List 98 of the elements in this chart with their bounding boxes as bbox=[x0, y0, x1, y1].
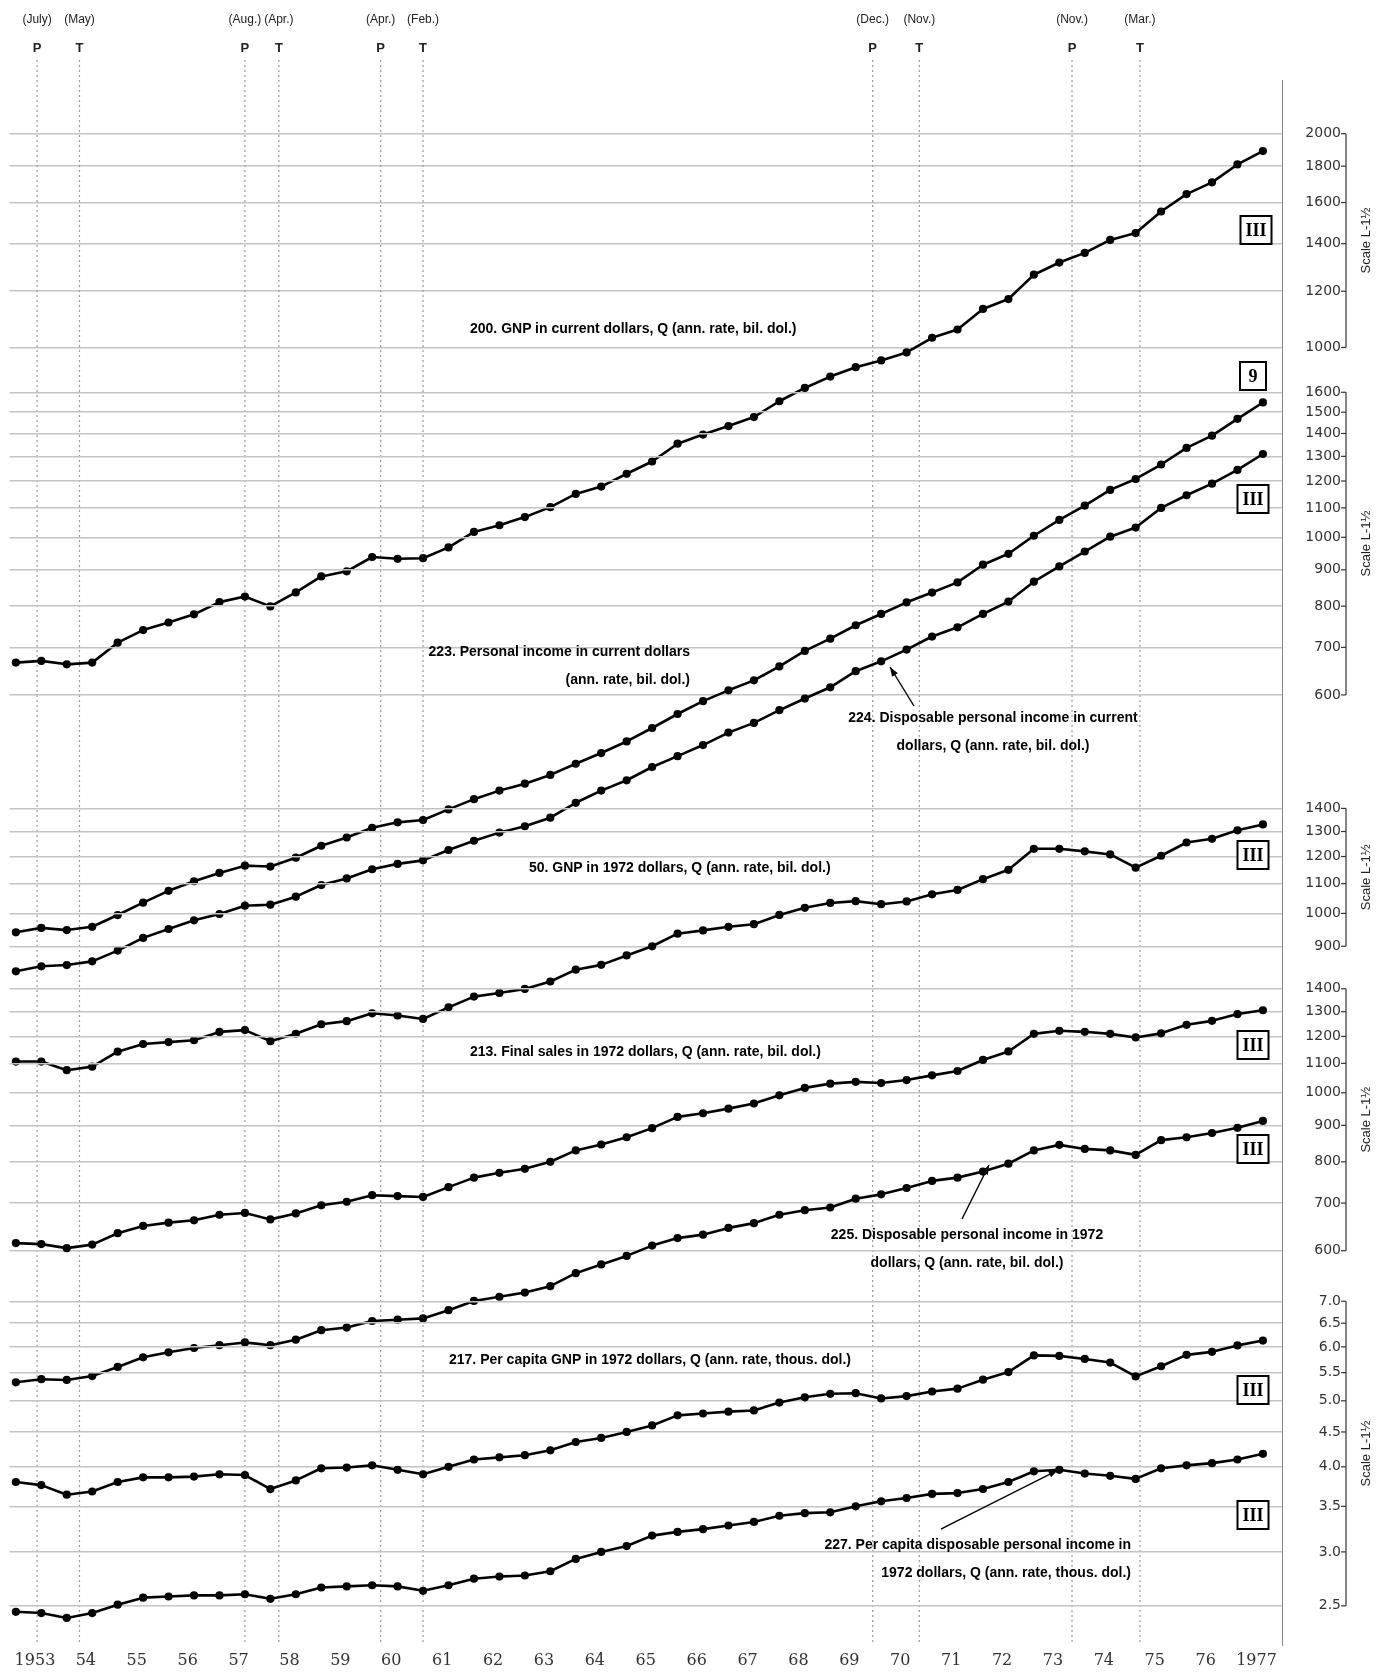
x-tick-label: 66 bbox=[686, 1649, 707, 1669]
x-tick-label: 69 bbox=[839, 1649, 860, 1669]
x-tick-label: 60 bbox=[381, 1649, 402, 1669]
y-tick-label: 1000 bbox=[1305, 527, 1341, 544]
annotation: III bbox=[1242, 488, 1264, 509]
ref-line-label: (Apr.) P bbox=[365, 12, 396, 55]
x-tick-label: 63 bbox=[533, 1649, 555, 1669]
y-axis-title: Scale L-1½ bbox=[1357, 1420, 1373, 1487]
y-tick-label: 1300 bbox=[1305, 822, 1341, 839]
ref-line-label: (Mar.) T bbox=[1124, 12, 1156, 55]
x-tick-label: 58 bbox=[279, 1649, 300, 1669]
y-tick-label: 3.0 bbox=[1318, 1542, 1341, 1559]
y-tick-label: 1000 bbox=[1305, 904, 1341, 921]
x-tick-label: 72 bbox=[991, 1649, 1013, 1669]
y-tick-label: 1600 bbox=[1305, 193, 1341, 210]
y-axis-title: Scale L-1½ bbox=[1357, 510, 1373, 577]
annotation: III bbox=[1242, 1504, 1264, 1525]
y-tick-label: 4.0 bbox=[1318, 1457, 1341, 1474]
x-tick-label: 59 bbox=[330, 1649, 351, 1669]
y-axis-title: Scale L-1½ bbox=[1357, 207, 1373, 274]
x-tick-label: 56 bbox=[177, 1649, 198, 1669]
y-tick-label: 900 bbox=[1314, 936, 1341, 953]
y-tick-label: 900 bbox=[1314, 560, 1341, 577]
y-tick-label: 1100 bbox=[1305, 1053, 1341, 1070]
x-tick-label: 64 bbox=[584, 1649, 606, 1669]
x-tick-label: 75 bbox=[1144, 1649, 1165, 1669]
annotation: 9 bbox=[1248, 365, 1258, 386]
ref-line-label: (July) P bbox=[22, 12, 52, 55]
ref-line-label: (Apr.) T bbox=[264, 12, 294, 55]
text: 50. GNP in 1972 dollars, Q (ann. rate, bil. dol.) bbox=[529, 858, 831, 875]
x-tick-label: 68 bbox=[788, 1649, 809, 1669]
series-label: 225. Disposable personal income in 1972 dollars, Q (ann. rate, bil. dol.) bbox=[830, 1225, 1104, 1270]
ref-line-label: (Nov.) T bbox=[903, 12, 936, 55]
x-tick-label: 76 bbox=[1195, 1649, 1216, 1669]
x-tick-label: 62 bbox=[482, 1649, 504, 1669]
y-tick-label: 800 bbox=[1314, 596, 1341, 613]
series-label: 217. Per capita GNP in 1972 dollars, Q (ann. rate, thous. dol.) bbox=[449, 1350, 851, 1367]
y-tick-label: 4.5 bbox=[1318, 1422, 1341, 1439]
text: 200. GNP in current dollars, Q (ann. rate, bil. dol.) bbox=[470, 319, 797, 336]
y-tick-label: 1100 bbox=[1305, 874, 1341, 891]
y-tick-label: 700 bbox=[1314, 637, 1341, 654]
y-tick-label: 1600 bbox=[1305, 382, 1341, 399]
ref-line-label: (May) T bbox=[64, 12, 95, 55]
x-tick-label: 67 bbox=[737, 1649, 758, 1669]
ref-line-label: (Nov.) P bbox=[1056, 12, 1088, 55]
x-tick-label: 61 bbox=[431, 1649, 453, 1669]
x-tick-label: 70 bbox=[890, 1649, 911, 1669]
x-tick-label: 65 bbox=[635, 1649, 656, 1669]
annotation: III bbox=[1242, 1138, 1264, 1159]
annotation: III bbox=[1242, 1034, 1264, 1055]
x-tick-label: 1953 bbox=[14, 1649, 56, 1669]
y-tick-label: 1000 bbox=[1305, 1083, 1341, 1100]
y-tick-label: 800 bbox=[1314, 1152, 1341, 1169]
series-label: 213. Final sales in 1972 dollars, Q (ann. rate, bil. dol.) bbox=[470, 1042, 821, 1059]
y-tick-label: 900 bbox=[1314, 1116, 1341, 1133]
y-tick-label: 1300 bbox=[1305, 1002, 1341, 1019]
annotation: III bbox=[1242, 1379, 1264, 1400]
x-tick-label: 57 bbox=[228, 1649, 249, 1669]
series-label: 223. Personal income in current dollars (ann. rate, bil. dol.) bbox=[428, 642, 691, 687]
y-tick-label: 600 bbox=[1314, 685, 1341, 702]
y-tick-label: 5.0 bbox=[1318, 1391, 1341, 1408]
y-tick-label: 1200 bbox=[1305, 471, 1341, 488]
y-tick-label: 5.5 bbox=[1318, 1363, 1341, 1380]
y-axis-title: Scale L-1½ bbox=[1357, 1086, 1373, 1153]
y-tick-label: 2.5 bbox=[1318, 1596, 1341, 1613]
y-tick-label: 700 bbox=[1314, 1193, 1341, 1210]
x-tick-label: 74 bbox=[1093, 1649, 1115, 1669]
series-label: 224. Disposable personal income in current dollars, Q (ann. rate, bil. dol.) bbox=[848, 708, 1139, 753]
x-tick-label: 1977 bbox=[1236, 1649, 1277, 1669]
y-tick-label: 1200 bbox=[1305, 847, 1341, 864]
y-tick-label: 7.0 bbox=[1318, 1291, 1341, 1308]
x-tick-label: 71 bbox=[940, 1649, 962, 1669]
annotation: III bbox=[1245, 219, 1267, 240]
y-tick-label: 1200 bbox=[1305, 1027, 1341, 1044]
x-tick-label: 55 bbox=[126, 1649, 147, 1669]
y-tick-label: 1400 bbox=[1305, 979, 1341, 996]
y-tick-label: 1500 bbox=[1305, 402, 1341, 419]
y-tick-label: 1400 bbox=[1305, 799, 1341, 816]
ref-line-label: (Dec.) P bbox=[856, 12, 890, 55]
y-tick-label: 1000 bbox=[1305, 338, 1341, 355]
y-tick-label: 3.5 bbox=[1318, 1496, 1341, 1513]
y-tick-label: 1400 bbox=[1305, 234, 1341, 251]
annotation: III bbox=[1242, 844, 1264, 865]
y-axis-title: Scale L-1½ bbox=[1357, 844, 1373, 911]
y-tick-label: 6.5 bbox=[1318, 1313, 1341, 1330]
y-tick-label: 1800 bbox=[1305, 156, 1341, 173]
y-tick-label: 1100 bbox=[1305, 498, 1341, 515]
y-tick-label: 1300 bbox=[1305, 446, 1341, 463]
y-tick-label: 2000 bbox=[1305, 124, 1341, 141]
series-label: 227. Per capita disposable personal income in 1972 dollars, Q (ann. rate, thous. dol.) bbox=[824, 1535, 1131, 1580]
y-tick-label: 6.0 bbox=[1318, 1337, 1341, 1354]
x-tick-label: 54 bbox=[75, 1649, 97, 1669]
y-tick-label: 1200 bbox=[1305, 281, 1341, 298]
y-tick-label: 600 bbox=[1314, 1241, 1341, 1258]
ref-line-label: (Feb.) T bbox=[407, 12, 440, 55]
ref-line-label: (Aug.) P bbox=[228, 12, 262, 55]
x-tick-label: 73 bbox=[1042, 1649, 1064, 1669]
y-tick-label: 1400 bbox=[1305, 424, 1341, 441]
